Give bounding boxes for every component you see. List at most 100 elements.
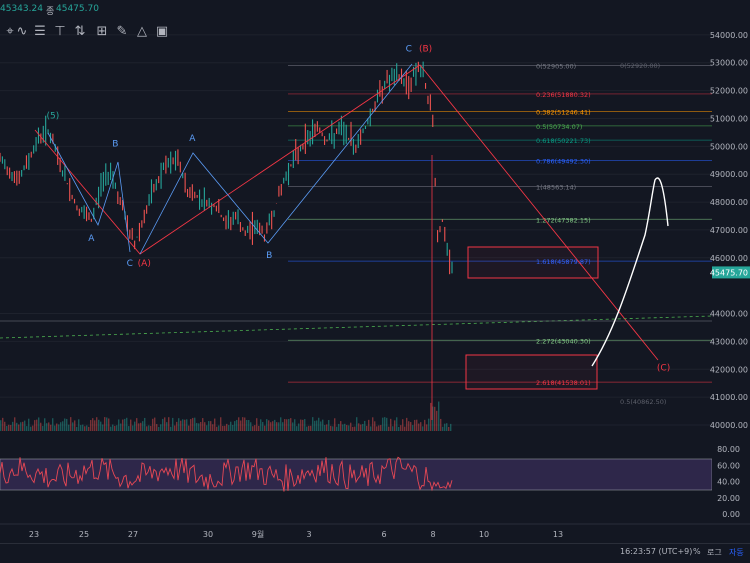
volume-bar [288, 419, 290, 431]
volume-bar [158, 426, 160, 431]
volume-bar [180, 420, 182, 431]
volume-bar [414, 419, 416, 431]
volume-bar [236, 419, 238, 431]
price-tick-label: 49000.00 [710, 170, 748, 179]
volume-bar [198, 423, 200, 431]
volume-bar [290, 418, 292, 431]
volume-bar [428, 418, 430, 431]
fib-tool-icon[interactable]: ⊤ [54, 24, 66, 39]
trend-line-icon[interactable]: ∿ [16, 24, 28, 39]
volume-bar [64, 418, 66, 431]
target-box-upper[interactable] [467, 246, 599, 279]
volume-bar [410, 422, 412, 431]
volume-bar [242, 417, 244, 431]
wave-red-a-to-b[interactable] [34, 64, 659, 361]
ruler-icon[interactable]: ▣ [155, 24, 169, 39]
price-tick-label: 41000.00 [710, 393, 748, 402]
fib-level-label: 2.618(41538.01) [536, 379, 591, 387]
volume-bar [66, 418, 68, 431]
volume-bar [120, 423, 122, 431]
volume-bar [146, 426, 148, 431]
volume-bar [322, 419, 324, 431]
path-icon[interactable]: ⊞ [96, 24, 108, 39]
volume-bar [22, 421, 24, 431]
volume-bar [116, 425, 118, 431]
price-tick-label: 43000.00 [710, 337, 748, 346]
text-icon[interactable]: ⇅ [74, 24, 86, 39]
volume-bar [130, 419, 132, 431]
volume-bar [0, 420, 2, 431]
hand-drawn-arrow[interactable] [591, 177, 669, 367]
fib-level-label: 0.382(51246.41) [536, 109, 591, 117]
volume-bar [370, 426, 372, 431]
volume-bar [108, 418, 110, 431]
fib-level-label: 1.272(47382.15) [536, 216, 591, 224]
volume-bar [44, 418, 46, 431]
target-box-lower[interactable] [465, 354, 598, 390]
volume-bar [16, 422, 18, 431]
wave-label: A [88, 234, 95, 244]
crosshair-icon[interactable]: ⌖ [6, 24, 14, 39]
price-tick-label: 52000.00 [710, 87, 748, 96]
volume-bar [316, 420, 318, 431]
price-tick-label: 53000.00 [710, 59, 748, 68]
volume-bar [112, 424, 114, 431]
volume-bar [292, 422, 294, 431]
volume-bar [298, 423, 300, 431]
time-tick-label: 8 [430, 530, 435, 539]
volume-bar [54, 425, 56, 431]
volume-bar [246, 419, 248, 431]
target-boxes[interactable] [465, 246, 599, 390]
volume-bar [182, 419, 184, 431]
volume-bar [438, 401, 440, 431]
volume-bar [106, 417, 108, 431]
fib-level-label: 1(48563.14) [536, 183, 576, 191]
horizontal-lines-icon[interactable]: ☰ [34, 24, 46, 39]
volume-bar [224, 425, 226, 431]
volume-bar [118, 419, 120, 431]
log-toggle[interactable]: 로그 [707, 548, 722, 557]
volume-bar [36, 419, 38, 431]
time-tick-label: 3 [306, 530, 311, 539]
volume-bar [186, 419, 188, 431]
volume-bar [80, 425, 82, 431]
wave-blue-abc[interactable] [139, 63, 413, 255]
volume-bar [240, 420, 242, 431]
volume-bar [396, 417, 398, 431]
price-tick-label: 42000.00 [710, 365, 748, 374]
volume-bar [28, 418, 30, 431]
volume-bar [2, 417, 4, 431]
current-price-tag: 45475.70 [710, 266, 750, 279]
volume-bar [252, 426, 254, 431]
volume-bar [388, 426, 390, 431]
ticker-price-b: 45475.70 [56, 4, 99, 14]
fib-level-label: 0(52905.00) [536, 62, 576, 70]
volume-bar [350, 422, 352, 431]
time-axis[interactable]: 23 25 27 30 9월 3 6 8 10 13 [0, 523, 750, 539]
fib-level-label: 0.5(50734.07) [536, 123, 582, 131]
wave-label: B [112, 139, 118, 149]
volume-bar [38, 417, 40, 431]
fib-retracement[interactable]: 0(52905.00) 0.236(51880.32) 0.382(51246.41… [288, 62, 712, 406]
fib-level-label: 0.786(49492.30) [536, 157, 591, 165]
percent-toggle[interactable]: % [693, 547, 701, 556]
volume-bar [270, 422, 272, 431]
wave-blue-small[interactable] [47, 132, 131, 253]
time-tick-label: 13 [553, 530, 563, 539]
volume-bar [98, 419, 100, 431]
drawings[interactable] [0, 63, 713, 420]
dashed-trend-line[interactable] [0, 315, 713, 339]
volume-bar [434, 406, 436, 431]
volume-bar [170, 426, 172, 431]
volume-bar [138, 423, 140, 431]
time-tick-label: 6 [381, 530, 386, 539]
volume-bar [88, 426, 90, 431]
volume-bar [310, 425, 312, 431]
shape-icon[interactable]: △ [137, 24, 147, 39]
brush-icon[interactable]: ✎ [116, 24, 128, 39]
auto-toggle[interactable]: 자동 [729, 548, 744, 557]
volume-bar [450, 423, 452, 431]
volume-bar [68, 424, 70, 431]
volume-bar [8, 424, 10, 431]
